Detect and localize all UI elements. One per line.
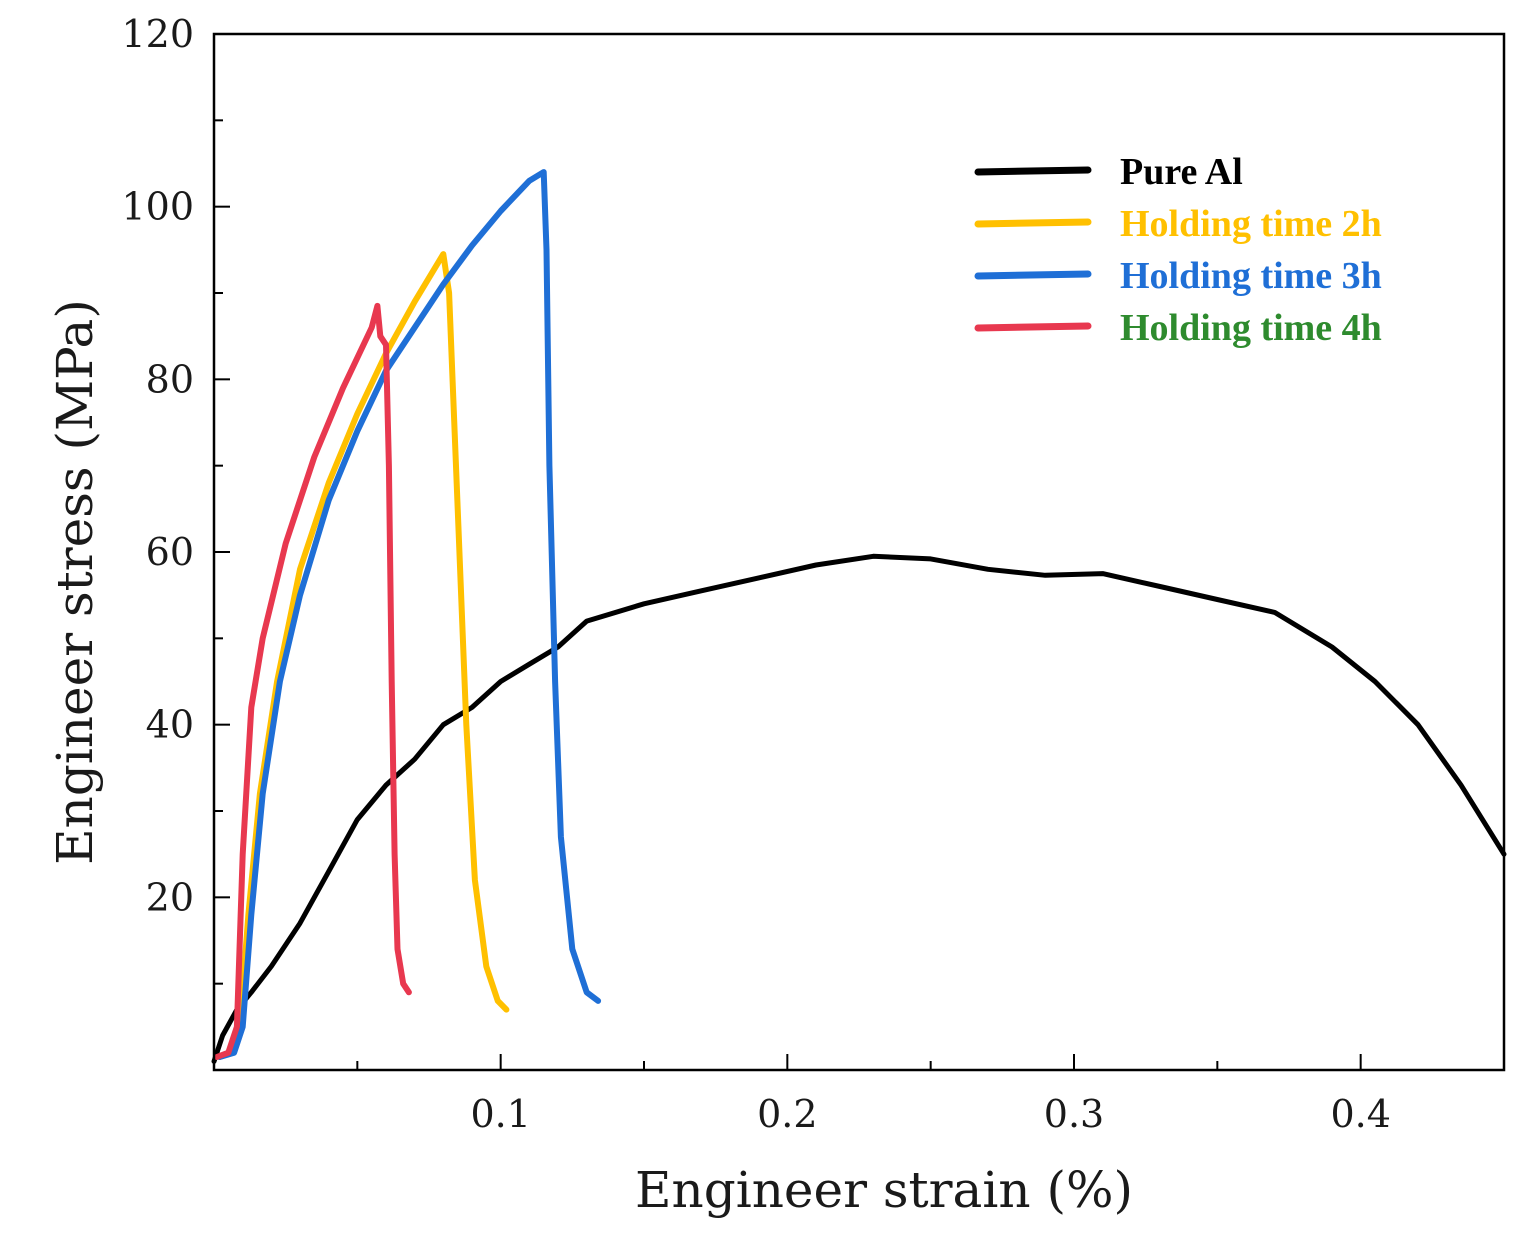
legend-swatch-pure-al <box>974 166 1092 176</box>
series-layer <box>211 169 1507 1064</box>
y-tick-label: 40 <box>146 703 194 747</box>
x-tick-label: 0.1 <box>470 1092 530 1136</box>
series-line-holding-time-4h <box>213 302 412 1060</box>
legend-label-holding-time-4h: Holding time 4h <box>1120 307 1382 349</box>
y-tick-label: 80 <box>146 357 194 401</box>
x-tick-label: 0.4 <box>1330 1092 1390 1136</box>
tick-layer: 0.1 0.2 0.3 0.4 20 40 60 80 100 120 <box>121 12 1390 1136</box>
series-line-holding-time-3h <box>216 169 602 1060</box>
legend-swatch-holding-time-3h <box>974 270 1092 280</box>
legend-label-holding-time-3h: Holding time 3h <box>1120 255 1382 297</box>
y-tick-label: 60 <box>146 530 194 574</box>
y-tick-label: 20 <box>146 875 194 919</box>
x-axis-title: Engineer strain (%) <box>635 1161 1133 1219</box>
legend: Pure Al Holding time 2h Holding time 3h Hol… <box>974 151 1382 349</box>
legend-swatch-holding-time-4h <box>974 322 1092 332</box>
series-line-pure-al <box>211 553 1507 1064</box>
x-tick-label: 0.3 <box>1044 1092 1104 1136</box>
legend-swatch-holding-time-2h <box>974 218 1092 228</box>
y-axis-title: Engineer stress (MPa) <box>46 299 104 865</box>
y-tick-label: 120 <box>121 12 194 56</box>
plot-frame <box>212 32 1506 1072</box>
legend-label-pure-al: Pure Al <box>1120 151 1243 193</box>
legend-label-holding-time-2h: Holding time 2h <box>1120 203 1382 245</box>
x-tick-label: 0.2 <box>757 1092 817 1136</box>
y-tick-label: 100 <box>121 185 194 229</box>
